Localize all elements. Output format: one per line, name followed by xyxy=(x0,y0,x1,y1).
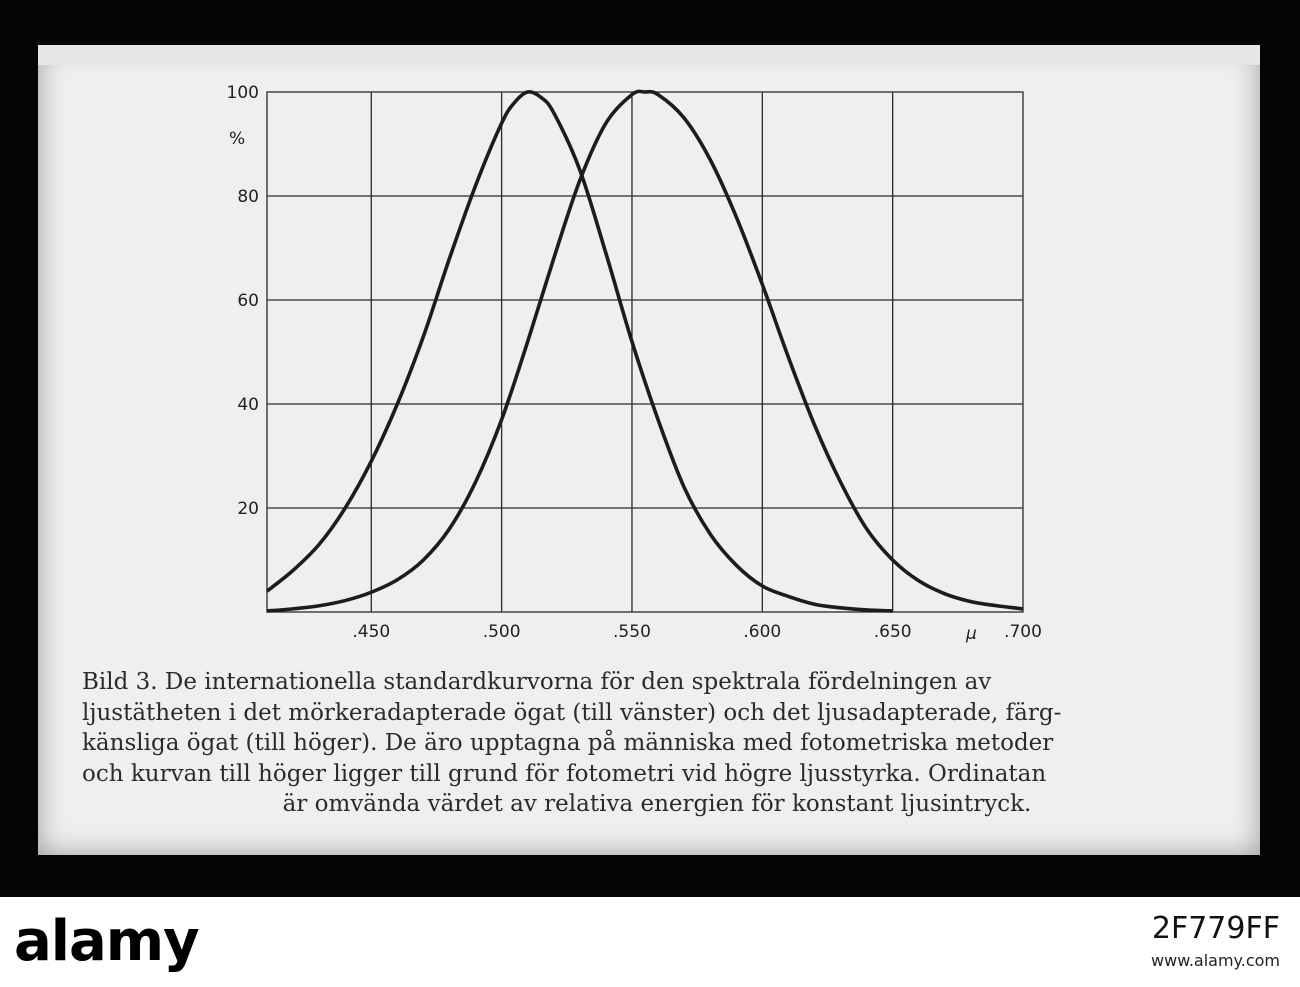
x-tick-label: .700 xyxy=(1004,622,1042,642)
y-tick-label: 60 xyxy=(237,291,259,311)
caption-line: är omvända värdet av relativa energien f… xyxy=(282,791,1032,817)
y-axis-label: % xyxy=(229,129,245,149)
watermark-logo: alamy xyxy=(14,909,200,974)
x-tick-label: .450 xyxy=(352,622,390,642)
x-tick-label: .500 xyxy=(483,622,521,642)
plot-frame xyxy=(266,91,1024,613)
y-tick-label: 80 xyxy=(237,187,259,207)
x-tick-label: .650 xyxy=(874,622,912,642)
y-tick-label: 20 xyxy=(237,499,259,519)
x-tick-label: .600 xyxy=(743,622,781,642)
photopic-curve xyxy=(266,89,1024,613)
figure-caption: Bild 3. De internationella standardkurvo… xyxy=(82,667,1232,820)
scotopic-curve xyxy=(265,90,893,613)
watermark-bar: alamy 2F779FF www.alamy.com xyxy=(0,897,1300,987)
caption-line: känsliga ögat (till höger). De äro uppta… xyxy=(82,730,1054,756)
x-tick-label: .550 xyxy=(613,622,651,642)
y-tick-label: 100 xyxy=(227,83,259,103)
chart-labels: .450 .500 .550 .600 .650 .700 20 40 60 80 100% µ xyxy=(227,83,1042,644)
watermark-url: www.alamy.com xyxy=(1151,951,1280,970)
y-tick-label: 40 xyxy=(237,395,259,415)
chart-grid xyxy=(266,91,1024,613)
x-axis-label: µ xyxy=(965,624,977,644)
caption-line: ljustätheten i det mörkeradapterade ögat… xyxy=(82,699,1062,726)
slide-frame: .450 .500 .550 .600 .650 .700 20 40 60 80 100% µ Bi… xyxy=(38,45,1260,855)
spectral-chart: .450 .500 .550 .600 .650 .700 20 40 60 80 100% µ xyxy=(227,83,1042,644)
caption-line: Bild 3. De internationella standardkurvo… xyxy=(82,669,992,695)
watermark-image-id: 2F779FF xyxy=(1151,911,1280,946)
chart-curves xyxy=(265,89,1024,613)
caption-line: och kurvan till höger ligger till grund … xyxy=(82,760,1047,787)
cropped-text-strip xyxy=(38,45,1260,65)
